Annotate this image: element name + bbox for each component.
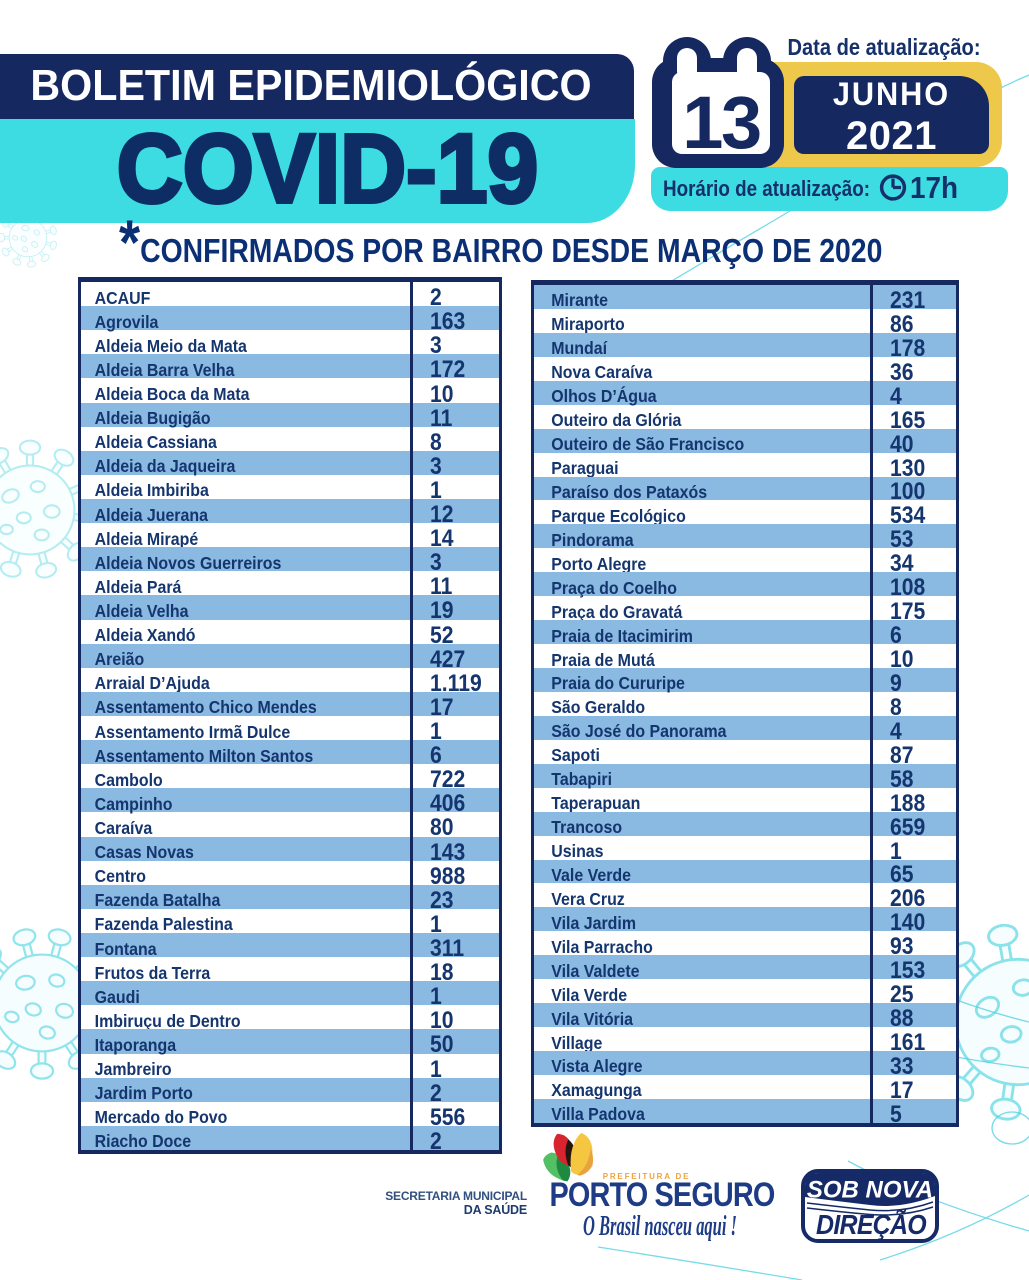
svg-text:SOB NOVA: SOB NOVA <box>807 1177 933 1204</box>
svg-text:DIREÇÃO: DIREÇÃO <box>816 1209 927 1241</box>
svg-text:13: 13 <box>682 81 760 164</box>
